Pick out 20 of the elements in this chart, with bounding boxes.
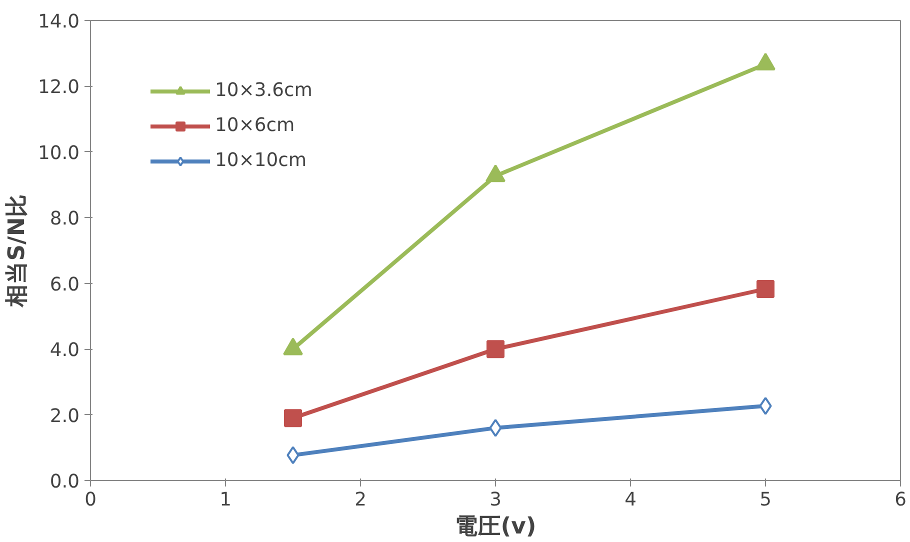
y-tick-label: 0.0	[50, 472, 80, 492]
x-tick-label: 2	[354, 490, 366, 510]
y-tick-label: 4.0	[50, 340, 80, 362]
x-tick-label: 6	[894, 490, 906, 510]
x-tick-label: 5	[760, 490, 772, 510]
x-tick-label: 3	[490, 490, 502, 510]
y-tick-label: 10.0	[38, 142, 80, 164]
y-tick-label: 12.0	[38, 77, 80, 98]
y-axis-title: 相当S/N比	[4, 194, 30, 308]
y-tick-label: 6.0	[50, 274, 80, 296]
y-tick-label: 14.0	[38, 12, 80, 32]
legend-label: 10×6cm	[215, 115, 295, 136]
y-tick-label: 2.0	[50, 406, 80, 427]
x-tick-label: 1	[220, 490, 232, 510]
legend-label: 10×10cm	[215, 150, 307, 171]
legend-label: 10×3.6cm	[215, 80, 312, 101]
x-axis-title: 電圧(v)	[454, 514, 536, 540]
x-tick-label: 0	[84, 490, 96, 510]
x-tick-label: 4	[624, 490, 636, 510]
y-tick-label: 8.0	[50, 208, 80, 230]
